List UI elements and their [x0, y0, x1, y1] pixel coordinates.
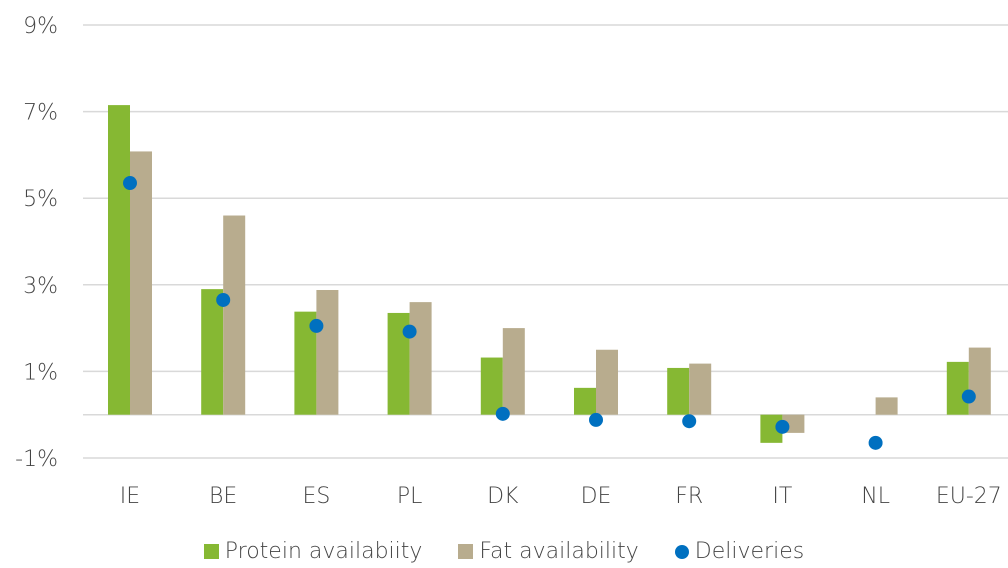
y-tick-label: 5% — [23, 187, 58, 212]
bar-protein — [760, 414, 783, 443]
bars — [108, 105, 991, 443]
bar-fat — [689, 363, 712, 415]
dot-deliveries — [775, 419, 790, 434]
legend-swatch-protein — [203, 544, 219, 559]
y-tick-label: 3% — [23, 274, 58, 299]
dots — [123, 176, 976, 450]
dot-deliveries — [961, 389, 976, 404]
y-tick-label: 9% — [23, 14, 58, 39]
x-tick-label: DK — [487, 484, 519, 509]
dot-deliveries — [589, 412, 603, 427]
x-axis-categories: IE BE ES PL DK DE FR IT NL EU-27 — [120, 484, 1002, 509]
x-tick-label: FR — [675, 484, 703, 509]
x-tick-label: DE — [581, 484, 612, 509]
dot-deliveries — [123, 176, 137, 191]
bar-protein — [480, 357, 503, 415]
bar-protein — [108, 105, 130, 415]
bar-fat — [968, 347, 991, 415]
bar-protein — [946, 361, 969, 415]
x-tick-label: IE — [120, 484, 140, 509]
bar-protein — [201, 289, 224, 415]
legend-label-protein: Protein availabiity — [224, 539, 423, 564]
bar-fat — [409, 302, 432, 415]
bar-fat — [596, 349, 618, 415]
legend-swatch-deliveries — [674, 544, 689, 559]
y-tick-label: -1% — [15, 447, 58, 472]
legend-item-fat: Fat availability — [458, 539, 639, 564]
x-tick-label: NL — [861, 484, 890, 509]
chart: 9% 7% 5% 3% 1% -1% IE BE ES PL DK DE FR IT NL EU-27 — [15, 14, 1008, 509]
bar-fat — [130, 151, 152, 415]
dot-deliveries — [216, 292, 231, 307]
bar-fat — [316, 289, 339, 415]
x-tick-label: PL — [397, 484, 423, 509]
legend-label-fat: Fat availability — [479, 539, 639, 564]
legend-label-deliveries: Deliveries — [694, 539, 805, 564]
dot-deliveries — [868, 435, 883, 450]
legend-swatch-fat — [458, 544, 474, 559]
bar-protein — [667, 367, 690, 415]
legend-item-protein: Protein availabiity — [203, 539, 423, 564]
y-axis-ticks: 9% 7% 5% 3% 1% -1% — [15, 14, 58, 472]
bar-protein — [387, 312, 410, 415]
dot-deliveries — [402, 324, 417, 339]
bar-fat — [223, 215, 246, 415]
dot-deliveries — [682, 414, 697, 429]
dot-deliveries — [495, 406, 510, 421]
bar-protein — [294, 311, 317, 415]
x-tick-label: ES — [302, 484, 330, 509]
x-tick-label: BE — [209, 484, 237, 509]
bar-fat — [502, 328, 525, 415]
legend: Protein availabiity Fat availability Del… — [0, 535, 1008, 568]
bar-fat — [875, 397, 898, 415]
y-tick-label: 1% — [23, 360, 58, 385]
dot-deliveries — [309, 318, 324, 333]
legend-item-deliveries: Deliveries — [674, 539, 805, 564]
y-tick-label: 7% — [23, 101, 58, 126]
x-tick-label: EU-27 — [936, 484, 1002, 509]
x-tick-label: IT — [772, 484, 792, 509]
bar-protein — [574, 387, 596, 415]
